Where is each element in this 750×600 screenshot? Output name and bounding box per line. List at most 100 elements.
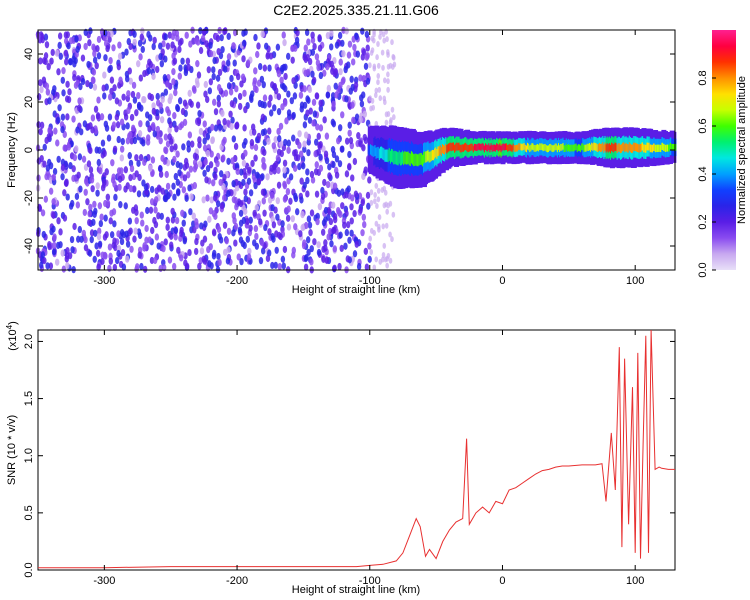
spectrogram-cell [378, 33, 382, 40]
spectrogram-cell [197, 136, 202, 144]
spectrogram-cell [105, 193, 111, 201]
spectrogram-cell [293, 153, 299, 162]
spectrogram-cell [96, 263, 101, 271]
spectrogram-cell [361, 91, 366, 99]
spectrogram-cell [43, 33, 49, 41]
spectrogram-cell [49, 57, 54, 65]
spectrogram-cell [275, 197, 280, 205]
spectrogram-cell [226, 53, 232, 61]
spectrogram-cell [180, 107, 186, 116]
spectrogram-cell [174, 216, 180, 225]
spectrogram-cell [79, 235, 84, 243]
spectrogram-cell [364, 263, 370, 271]
spectrogram-cell [57, 32, 63, 40]
snr-x-label: Height of straight line (km) [292, 584, 420, 596]
spectrogram-cell [310, 70, 315, 78]
spectrogram-cell [194, 77, 200, 85]
spectrogram-cell [72, 153, 78, 162]
spectrogram-cell [232, 59, 237, 67]
spectrogram-cell [43, 57, 48, 66]
spectrogram-cell [53, 127, 58, 135]
spectrogram-cell [229, 74, 234, 83]
colorbar-tick-label: 0.8 [697, 70, 709, 85]
spectrogram-cell [198, 46, 204, 55]
spectrogram-cell [253, 154, 258, 162]
spectrogram-cell [123, 113, 129, 121]
spectrogram-cell [50, 48, 55, 57]
spectrogram-cell [142, 70, 147, 78]
spectrogram-cell [179, 226, 184, 234]
spectrogram-cell [60, 249, 65, 257]
spectrogram-cell [133, 204, 139, 212]
spectrogram-cell [217, 123, 223, 131]
spectrogram-cell [204, 95, 210, 104]
spectrogram-cell [94, 242, 99, 250]
spectrogram-cell [283, 207, 289, 215]
spectrogram-cell [156, 212, 161, 220]
spectrogram-cell [115, 121, 121, 129]
spectrogram-cell [95, 182, 100, 190]
spectrogram-cell [38, 128, 43, 136]
spectrogram-cell [390, 236, 394, 243]
spectrogram-cell [293, 192, 298, 200]
spectrogram-cell [172, 57, 178, 65]
spectrogram-cell [136, 228, 142, 236]
spectrogram-cell [341, 50, 346, 58]
spectrogram-cell [121, 93, 126, 101]
spectrogram-cell [322, 116, 327, 124]
spectrogram-cell [44, 41, 50, 49]
spectrogram-cell [358, 74, 363, 82]
spectrogram-cell [171, 68, 176, 76]
spectrogram-cell [243, 149, 248, 157]
spectrogram-cell [126, 90, 131, 98]
spectrogram-cell [216, 94, 221, 102]
spectrogram-cell [199, 247, 205, 255]
spectrogram-cell [368, 62, 372, 69]
spectrogram-cell [120, 137, 125, 146]
spectrogram-cell [276, 148, 282, 156]
spectrogram-cell [183, 68, 189, 77]
spectrogram-cell [383, 77, 387, 84]
spectrogram-cell [211, 179, 216, 187]
spectrogram-cell [331, 150, 337, 159]
spectrogram-cell [196, 71, 202, 79]
spectrogram-cell [243, 172, 248, 180]
spectrogram-cell [135, 263, 140, 271]
spectrogram-cell [356, 132, 361, 140]
spectrogram-cell [250, 159, 255, 168]
spectrogram-cell [309, 258, 314, 266]
spectrogram-cell [327, 172, 332, 180]
spectrogram-cell [129, 245, 134, 253]
spectrogram-cell [75, 201, 81, 209]
spectrogram-cell [117, 52, 123, 60]
spectrogram-cell [231, 42, 236, 50]
y-tick-label: 40 [23, 48, 35, 60]
spectrogram-cell [51, 173, 57, 181]
spectrogram-cell [38, 57, 43, 65]
spectrogram-cell [177, 97, 183, 105]
spectrogram-cell [362, 220, 367, 229]
spectrogram-cell [48, 187, 54, 195]
spectrogram-cell [360, 27, 365, 35]
spectrogram-cell [302, 140, 307, 148]
spectrogram-cell [384, 111, 389, 118]
spectrogram-cell [215, 74, 221, 82]
spectrogram-cell [48, 262, 54, 270]
spectrogram-cell [376, 187, 381, 194]
spectrogram-cell [388, 231, 392, 238]
spectrogram-cell [246, 177, 252, 185]
spectrogram-cell [117, 41, 122, 49]
spectrogram-cell [231, 212, 236, 220]
spectrogram-cell [212, 229, 217, 237]
spectrogram-cell [356, 262, 362, 271]
spectrogram-cell [48, 162, 54, 170]
spectrogram-cell [124, 230, 129, 238]
spectrogram-cell [376, 196, 381, 203]
spectrogram-cell [116, 135, 121, 144]
spectrogram-cell [45, 88, 51, 96]
spectrogram-cell [131, 81, 137, 89]
spectrogram-cell [142, 265, 148, 273]
spectrogram-cell [60, 163, 66, 172]
spectrogram-cell [272, 104, 277, 112]
spectrogram-cell [314, 138, 319, 146]
